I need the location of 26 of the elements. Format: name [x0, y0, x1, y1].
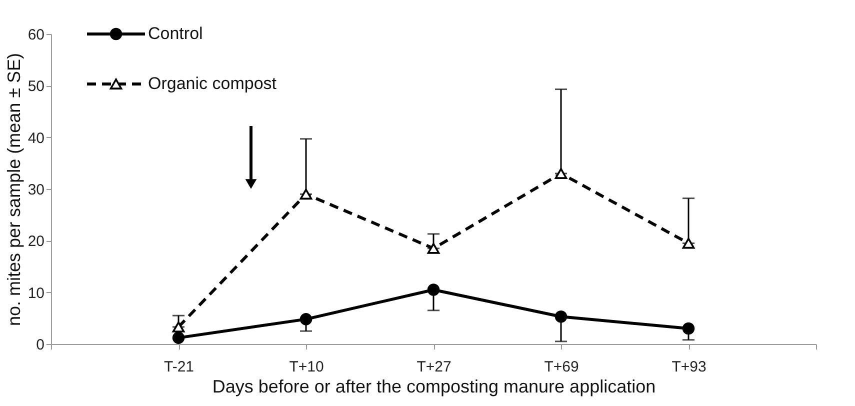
y-tick-label: 10	[28, 284, 44, 302]
x-axis-title: Days before or after the composting manure application	[212, 376, 656, 396]
x-tick-label: T+69	[544, 358, 579, 376]
x-tick-label: T+10	[289, 358, 324, 376]
y-axis-title: no. mites per sample (mean ± SE)	[4, 53, 24, 326]
x-tick-label: T+93	[672, 358, 706, 376]
legend-label: Control	[148, 24, 203, 43]
y-tick-label: 0	[36, 336, 44, 354]
point	[682, 322, 695, 335]
x-tick-label: T-21	[164, 358, 194, 376]
y-tick-label: 30	[28, 182, 44, 198]
y-tick-label: 40	[28, 130, 44, 147]
point	[172, 332, 185, 344]
point	[427, 284, 440, 296]
point	[554, 310, 568, 323]
point	[300, 313, 312, 326]
x-tick-label: T+27	[416, 358, 452, 376]
legend-label: Organic compost	[148, 74, 277, 93]
y-tick-label: 20	[28, 233, 44, 250]
point	[682, 238, 695, 249]
point	[427, 242, 440, 254]
y-tick-label: 60	[28, 26, 44, 44]
point	[300, 188, 312, 200]
y-tick-label: 50	[28, 78, 44, 96]
point	[172, 322, 185, 332]
point	[554, 168, 568, 179]
